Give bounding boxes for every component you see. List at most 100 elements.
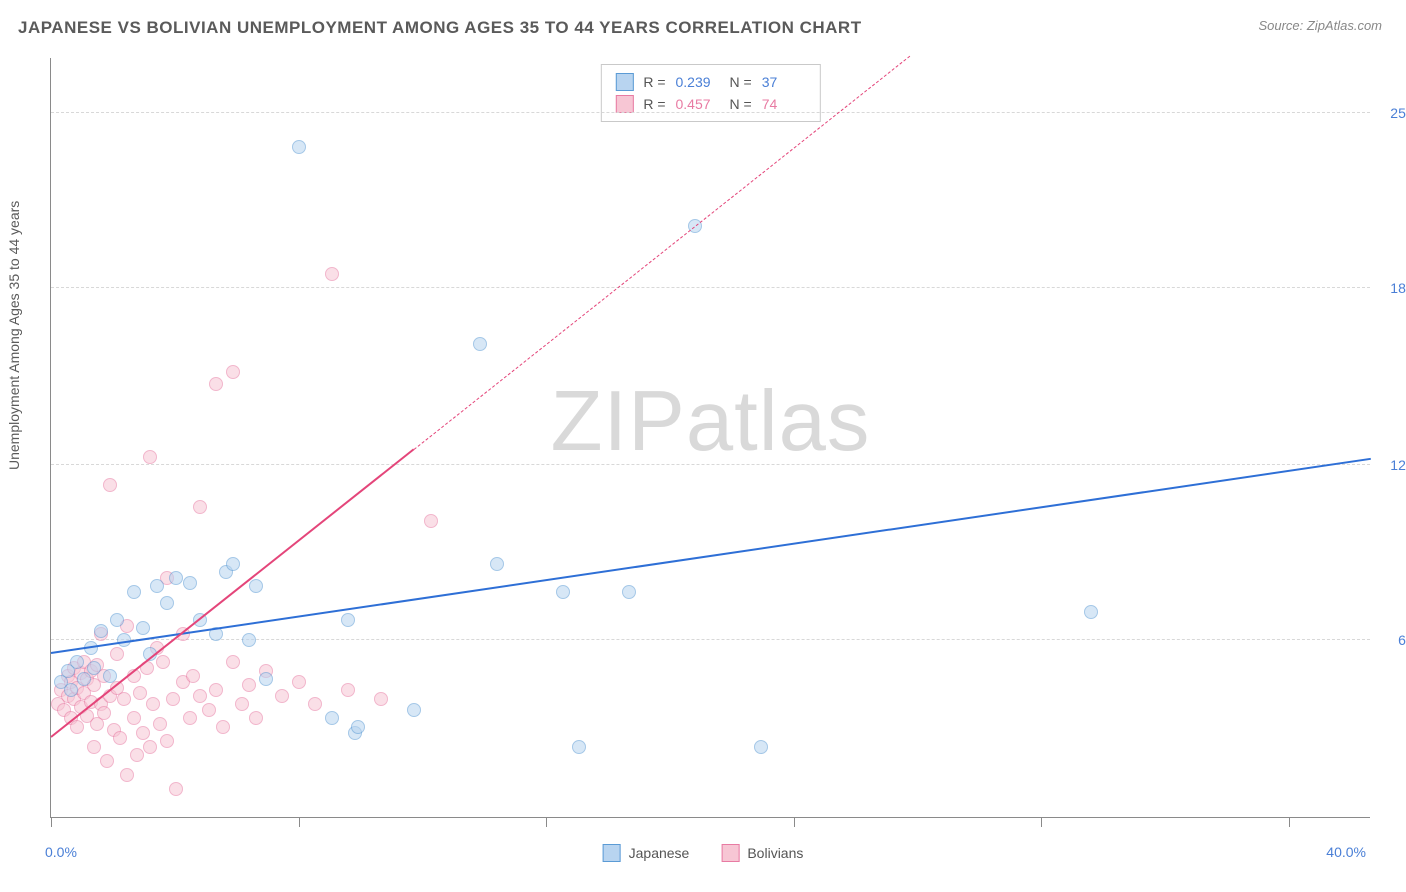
x-axis-max-label: 40.0% [1326,844,1366,860]
scatter-point [143,740,157,754]
x-tick [299,817,300,827]
x-tick [51,817,52,827]
scatter-point [424,514,438,528]
scatter-point [275,689,289,703]
scatter-point [209,683,223,697]
scatter-point [186,669,200,683]
scatter-point [169,782,183,796]
gridline [51,287,1370,288]
scatter-point [351,720,365,734]
legend-swatch-japanese [603,844,621,862]
scatter-point [77,672,91,686]
scatter-point [1084,605,1098,619]
scatter-point [292,140,306,154]
scatter-point [341,613,355,627]
legend-label-japanese: Japanese [629,845,690,861]
scatter-point [490,557,504,571]
scatter-point [166,692,180,706]
x-axis-min-label: 0.0% [45,844,77,860]
scatter-point [127,711,141,725]
scatter-point [169,571,183,585]
scatter-point [160,596,174,610]
scatter-point [153,717,167,731]
scatter-point [70,720,84,734]
legend-item-japanese: Japanese [603,844,690,862]
scatter-point [117,692,131,706]
scatter-point [103,478,117,492]
scatter-point [407,703,421,717]
y-tick-label: 25.0% [1390,105,1406,121]
scatter-point [622,585,636,599]
scatter-point [87,661,101,675]
scatter-point [235,697,249,711]
trendline [50,448,414,738]
watermark: ZIPatlas [551,373,871,471]
scatter-point [156,655,170,669]
r-label: R = [643,96,665,112]
scatter-point [226,365,240,379]
scatter-point [341,683,355,697]
scatter-point [64,683,78,697]
y-axis-label: Unemployment Among Ages 35 to 44 years [6,201,22,470]
gridline [51,112,1370,113]
scatter-point [87,740,101,754]
x-tick [794,817,795,827]
scatter-point [259,672,273,686]
legend-item-bolivians: Bolivians [721,844,803,862]
scatter-point [136,726,150,740]
watermark-light: atlas [686,374,871,469]
scatter-point [143,450,157,464]
scatter-point [249,711,263,725]
scatter-point [226,655,240,669]
scatter-point [136,621,150,635]
scatter-point [146,697,160,711]
scatter-point [325,267,339,281]
scatter-point [97,706,111,720]
scatter-point [202,703,216,717]
y-tick-label: 6.3% [1398,632,1406,648]
x-tick [1289,817,1290,827]
scatter-point [110,613,124,627]
scatter-point [94,624,108,638]
chart-container: Unemployment Among Ages 35 to 44 years Z… [0,50,1406,892]
scatter-point [113,731,127,745]
swatch-japanese [615,73,633,91]
scatter-point [133,686,147,700]
r-value-bolivians: 0.457 [676,96,720,112]
scatter-point [216,720,230,734]
scatter-point [242,678,256,692]
stats-row-japanese: R = 0.239 N = 37 [615,71,805,93]
n-value-japanese: 37 [762,74,806,90]
x-tick [1041,817,1042,827]
legend-swatch-bolivians [721,844,739,862]
n-label: N = [730,96,752,112]
n-value-bolivians: 74 [762,96,806,112]
r-value-japanese: 0.239 [676,74,720,90]
r-label: R = [643,74,665,90]
scatter-point [226,557,240,571]
trendline [51,458,1371,654]
scatter-point [100,754,114,768]
scatter-point [572,740,586,754]
chart-header: JAPANESE VS BOLIVIAN UNEMPLOYMENT AMONG … [0,0,1406,46]
scatter-point [193,689,207,703]
scatter-point [325,711,339,725]
scatter-point [754,740,768,754]
scatter-point [556,585,570,599]
stats-legend: R = 0.239 N = 37 R = 0.457 N = 74 [600,64,820,122]
scatter-point [127,585,141,599]
scatter-point [473,337,487,351]
scatter-point [308,697,322,711]
legend-label-bolivians: Bolivians [747,845,803,861]
chart-title: JAPANESE VS BOLIVIAN UNEMPLOYMENT AMONG … [18,18,862,38]
n-label: N = [730,74,752,90]
y-tick-label: 18.8% [1390,280,1406,296]
plot-area: ZIPatlas R = 0.239 N = 37 R = 0.457 N = … [50,58,1370,818]
scatter-point [70,655,84,669]
scatter-point [103,669,117,683]
scatter-point [160,734,174,748]
scatter-point [110,647,124,661]
scatter-point [120,768,134,782]
scatter-point [193,500,207,514]
scatter-point [130,748,144,762]
